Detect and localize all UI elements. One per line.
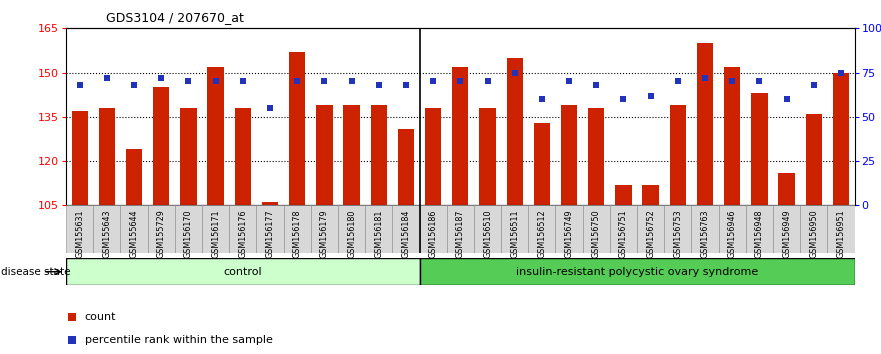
Bar (338, 205, 365, 253)
Text: GSM155644: GSM155644 (130, 209, 138, 258)
Bar (174, 205, 202, 253)
Text: GSM156177: GSM156177 (265, 209, 275, 258)
Bar (289, 52, 306, 205)
Bar (425, 108, 441, 205)
Bar (692, 205, 719, 253)
Bar (66, 258, 419, 285)
Text: GSM156184: GSM156184 (402, 209, 411, 257)
Text: GSM156187: GSM156187 (455, 209, 465, 258)
Bar (202, 205, 229, 253)
Bar (773, 205, 800, 253)
Bar (474, 205, 501, 253)
Bar (398, 129, 414, 205)
Bar (556, 205, 582, 253)
Bar (229, 205, 256, 253)
Text: GSM156186: GSM156186 (429, 209, 438, 257)
Bar (664, 205, 692, 253)
Bar (501, 205, 529, 253)
Bar (589, 108, 604, 205)
Bar (316, 105, 332, 205)
Bar (751, 93, 767, 205)
Bar (126, 149, 142, 205)
Bar (207, 67, 224, 205)
Text: GSM156948: GSM156948 (755, 209, 764, 258)
Bar (365, 205, 392, 253)
Bar (66, 205, 93, 253)
Bar (610, 205, 637, 253)
Bar (71, 111, 88, 205)
Bar (148, 205, 174, 253)
Text: GSM156512: GSM156512 (537, 209, 546, 258)
Bar (344, 105, 359, 205)
Bar (779, 173, 795, 205)
Text: GSM156178: GSM156178 (292, 209, 301, 258)
Bar (234, 108, 251, 205)
Text: GSM156181: GSM156181 (374, 209, 383, 257)
Bar (582, 205, 610, 253)
Bar (534, 123, 550, 205)
Bar (311, 205, 338, 253)
Bar (392, 205, 419, 253)
Text: GSM156176: GSM156176 (238, 209, 248, 258)
Text: GSM155729: GSM155729 (157, 209, 166, 258)
Bar (719, 205, 746, 253)
Bar (447, 205, 474, 253)
Text: GSM155643: GSM155643 (102, 209, 111, 258)
Bar (419, 258, 855, 285)
Text: GSM156511: GSM156511 (510, 209, 519, 258)
Text: GSM156170: GSM156170 (184, 209, 193, 258)
Bar (284, 205, 311, 253)
Text: insulin-resistant polycystic ovary syndrome: insulin-resistant polycystic ovary syndr… (516, 267, 759, 277)
Text: GSM156763: GSM156763 (700, 209, 709, 258)
Bar (452, 67, 469, 205)
Bar (615, 185, 632, 205)
Text: GSM156510: GSM156510 (483, 209, 492, 258)
Text: GSM156753: GSM156753 (673, 209, 683, 258)
Text: disease state: disease state (1, 267, 70, 277)
Bar (153, 87, 169, 205)
Bar (670, 105, 686, 205)
Text: control: control (224, 267, 263, 277)
Bar (724, 67, 740, 205)
Text: count: count (85, 312, 116, 322)
Text: GSM156950: GSM156950 (810, 209, 818, 258)
Text: GSM156951: GSM156951 (836, 209, 846, 258)
Bar (833, 73, 849, 205)
Bar (262, 202, 278, 205)
Bar (827, 205, 855, 253)
Text: GSM156750: GSM156750 (592, 209, 601, 258)
Bar (800, 205, 827, 253)
Text: GSM156179: GSM156179 (320, 209, 329, 258)
Text: GSM156749: GSM156749 (565, 209, 574, 258)
Bar (256, 205, 284, 253)
Bar (121, 205, 148, 253)
Bar (371, 105, 387, 205)
Text: GSM156946: GSM156946 (728, 209, 737, 258)
Text: GSM156751: GSM156751 (619, 209, 628, 258)
Bar (93, 205, 121, 253)
Bar (419, 205, 447, 253)
Text: GDS3104 / 207670_at: GDS3104 / 207670_at (106, 11, 243, 24)
Bar (642, 185, 659, 205)
Bar (99, 108, 115, 205)
Bar (561, 105, 577, 205)
Bar (529, 205, 556, 253)
Text: GSM156180: GSM156180 (347, 209, 356, 257)
Bar (507, 58, 522, 205)
Bar (479, 108, 496, 205)
Text: GSM156752: GSM156752 (646, 209, 655, 258)
Text: GSM156171: GSM156171 (211, 209, 220, 258)
Bar (805, 114, 822, 205)
Text: GSM155631: GSM155631 (75, 209, 85, 258)
Bar (746, 205, 773, 253)
Text: GSM156949: GSM156949 (782, 209, 791, 258)
Bar (181, 108, 196, 205)
Bar (637, 205, 664, 253)
Text: percentile rank within the sample: percentile rank within the sample (85, 335, 272, 346)
Bar (697, 43, 714, 205)
